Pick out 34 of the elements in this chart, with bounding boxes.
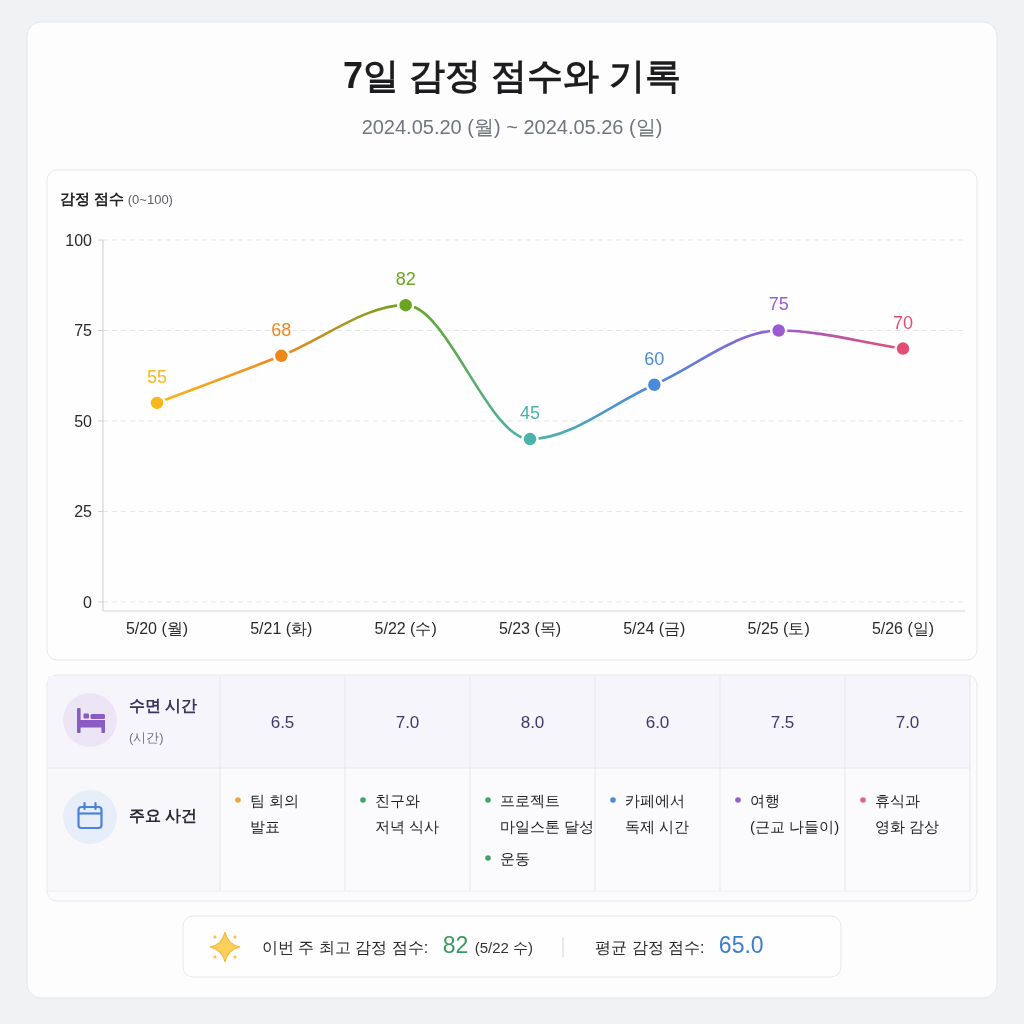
- y-tick-label: 0: [83, 593, 93, 611]
- y-axis-title: 감정 점수 (0~100): [60, 190, 173, 207]
- data-label: 82: [395, 269, 416, 290]
- category-label: 친구와 저녁 식사: [375, 791, 440, 835]
- category-label: 팀 회의 발표: [250, 791, 304, 835]
- category-label: 운동: [500, 849, 530, 867]
- data-label: 45: [519, 403, 541, 424]
- y-tick-label: 75: [74, 322, 93, 340]
- y-tick-label: 50: [74, 412, 93, 430]
- x-tick-label: 5/20 (월): [125, 620, 189, 637]
- category-label: 프로젝트 마일스톤 달성: [500, 791, 595, 835]
- x-tick-label: 5/26 (일): [871, 620, 935, 637]
- category-label: 카페에서 독제 시간: [625, 791, 690, 835]
- text: 주요 사건: [129, 807, 198, 824]
- chart-title: 7일 감정 점수와 기록: [342, 55, 682, 96]
- data-label: 70: [892, 312, 914, 333]
- data-label: 60: [644, 348, 665, 369]
- y-tick-label: 100: [65, 232, 93, 249]
- category-label: 여행 (근교 나들이): [750, 791, 840, 835]
- x-tick-label: 5/23 (목): [498, 620, 562, 637]
- x-tick-label: 5/24 (금): [623, 620, 686, 637]
- category-label: 휴식과 영화 감상: [875, 791, 940, 835]
- x-tick-label: 5/21 (화): [250, 620, 313, 637]
- chart-subtitle: 2024.05.20 (월) ~ 2024.05.26 (일): [361, 116, 663, 138]
- x-tick-label: 5/22 (수): [374, 620, 437, 637]
- text: 이번 주 최고 감정 점수: 82 (5/22 수): [262, 932, 534, 958]
- y-tick-label: 25: [74, 503, 93, 521]
- point: [148, 394, 166, 412]
- data-label: 75: [768, 294, 789, 315]
- text: 평균 감정 점수: 65.0: [595, 932, 764, 958]
- data-label: 68: [271, 319, 292, 340]
- point: [521, 430, 539, 448]
- data-label: 55: [146, 366, 168, 387]
- x-tick-label: 5/25 (토): [747, 620, 810, 637]
